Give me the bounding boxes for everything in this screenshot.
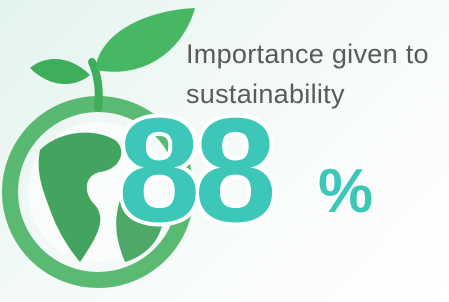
leaf: [30, 59, 90, 84]
infographic: Importance given to sustainability 88 %: [0, 0, 449, 302]
leaf: [95, 8, 195, 72]
stat-unit: %: [318, 160, 373, 224]
stat-value: 88: [118, 96, 271, 246]
